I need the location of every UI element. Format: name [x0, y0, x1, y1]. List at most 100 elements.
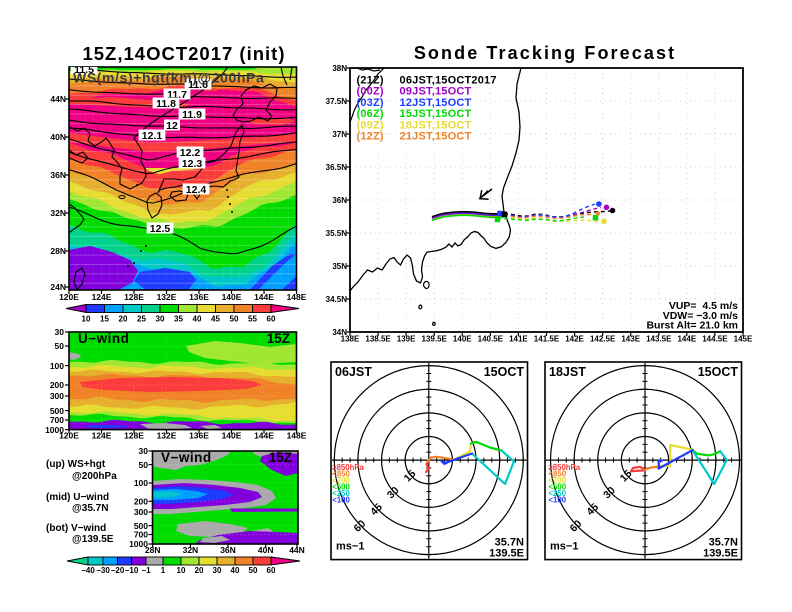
svg-text:50: 50 [139, 460, 149, 470]
svg-text:44N: 44N [50, 94, 66, 104]
svg-text:VUP= 4.5 m/s: VUP= 4.5 m/s [669, 300, 738, 312]
svg-text:120E: 120E [59, 431, 79, 441]
svg-text:45: 45 [211, 315, 220, 324]
svg-text:36N: 36N [332, 196, 347, 205]
svg-text:06JST: 06JST [335, 365, 372, 379]
svg-text:200: 200 [50, 380, 64, 390]
svg-text:144E: 144E [254, 431, 274, 441]
svg-text:20: 20 [119, 315, 128, 324]
svg-text:@200hPa: @200hPa [72, 471, 117, 482]
svg-text:<700: <700 [549, 476, 567, 485]
svg-text:34.5N: 34.5N [326, 295, 348, 304]
svg-text:138E: 138E [341, 335, 360, 344]
svg-text:132E: 132E [157, 431, 177, 441]
svg-text:50: 50 [249, 566, 258, 575]
svg-text:136E: 136E [189, 292, 209, 302]
svg-text:11.6: 11.6 [188, 79, 208, 91]
svg-text:128E: 128E [124, 431, 144, 441]
svg-text:139E: 139E [397, 335, 416, 344]
svg-text:(12Z): (12Z) [357, 131, 384, 143]
svg-text:(09Z): (09Z) [357, 119, 384, 131]
svg-text:145E: 145E [734, 335, 753, 344]
svg-text:(03Z): (03Z) [357, 97, 384, 109]
svg-text:15OCT: 15OCT [484, 365, 525, 379]
svg-text:−30: −30 [96, 566, 110, 575]
svg-text:12JST,15OCT: 12JST,15OCT [400, 97, 472, 109]
svg-text:−40: −40 [81, 566, 95, 575]
svg-text:20: 20 [195, 566, 204, 575]
svg-text:U−wind: U−wind [78, 331, 129, 346]
svg-text:40: 40 [231, 566, 240, 575]
svg-text:@35.7N: @35.7N [72, 503, 108, 514]
svg-text:25: 25 [137, 315, 146, 324]
svg-text:24N: 24N [50, 282, 66, 292]
svg-text:(21Z): (21Z) [357, 75, 384, 87]
svg-text:138.5E: 138.5E [365, 335, 391, 344]
svg-text:<100: <100 [332, 495, 350, 504]
svg-text:144.5E: 144.5E [702, 335, 728, 344]
svg-text:140E: 140E [222, 431, 242, 441]
svg-text:<850: <850 [549, 470, 567, 479]
svg-text:500: 500 [50, 406, 64, 416]
svg-text:15Z: 15Z [267, 331, 290, 346]
svg-text:1: 1 [161, 566, 166, 575]
svg-text:30: 30 [156, 315, 165, 324]
svg-text:34N: 34N [332, 328, 347, 337]
svg-text:140E: 140E [453, 335, 472, 344]
svg-text:28N: 28N [50, 246, 66, 256]
svg-text:148E: 148E [287, 292, 307, 302]
svg-text:<700: <700 [332, 476, 350, 485]
svg-text:1000: 1000 [45, 425, 64, 435]
svg-text:36N: 36N [50, 170, 66, 180]
svg-text:−1: −1 [141, 566, 151, 575]
svg-text:−20: −20 [111, 566, 125, 575]
svg-text:11.5: 11.5 [74, 64, 94, 76]
svg-text:142E: 142E [565, 335, 584, 344]
svg-text:143.5E: 143.5E [646, 335, 672, 344]
svg-text:37N: 37N [332, 130, 347, 139]
svg-text:50: 50 [230, 315, 239, 324]
svg-text:15JST,15OCT: 15JST,15OCT [400, 108, 472, 120]
svg-text:120E: 120E [59, 292, 79, 302]
svg-text:55: 55 [248, 315, 257, 324]
svg-text:140.5E: 140.5E [478, 335, 504, 344]
svg-text:144E: 144E [677, 335, 696, 344]
svg-text:(00Z): (00Z) [357, 86, 384, 98]
svg-text:12.3: 12.3 [182, 158, 203, 170]
svg-text:(up) WS+hgt: (up) WS+hgt [46, 459, 106, 470]
svg-text:40N: 40N [50, 132, 66, 142]
svg-text:124E: 124E [92, 431, 112, 441]
svg-text:<250: <250 [549, 489, 567, 498]
svg-text:28N: 28N [145, 545, 161, 555]
svg-text:18JST: 18JST [549, 365, 586, 379]
svg-text:≥850hPa: ≥850hPa [332, 463, 364, 472]
svg-text:44N: 44N [289, 545, 305, 555]
svg-text:136E: 136E [189, 431, 209, 441]
svg-text:140E: 140E [222, 292, 242, 302]
svg-text:15Z: 15Z [269, 450, 292, 465]
svg-text:100: 100 [50, 361, 64, 371]
svg-text:ms−1: ms−1 [550, 541, 578, 553]
svg-text:−10: −10 [125, 566, 139, 575]
svg-text:30: 30 [55, 327, 65, 337]
svg-text:139.5E: 139.5E [489, 548, 524, 560]
svg-text:300: 300 [50, 391, 64, 401]
svg-text:142.5E: 142.5E [590, 335, 616, 344]
svg-text:11.8: 11.8 [156, 98, 176, 110]
svg-text:38N: 38N [332, 64, 347, 73]
svg-text:Burst Alt= 21.0 km: Burst Alt= 21.0 km [646, 320, 738, 332]
svg-text:(mid) U−wind: (mid) U−wind [46, 492, 109, 503]
svg-text:1000: 1000 [129, 539, 148, 549]
svg-text:100: 100 [134, 478, 148, 488]
svg-text:35N: 35N [332, 262, 347, 271]
svg-text:35: 35 [174, 315, 183, 324]
svg-text:10: 10 [177, 566, 186, 575]
svg-text:128E: 128E [124, 292, 144, 302]
svg-text:Sonde Tracking Forecast: Sonde Tracking Forecast [414, 43, 676, 63]
svg-text:32N: 32N [183, 545, 199, 555]
svg-text:<100: <100 [549, 495, 567, 504]
svg-text:15OCT: 15OCT [698, 365, 739, 379]
svg-text:50: 50 [55, 341, 65, 351]
svg-text:12.2: 12.2 [180, 147, 201, 159]
svg-text:300: 300 [134, 507, 148, 517]
